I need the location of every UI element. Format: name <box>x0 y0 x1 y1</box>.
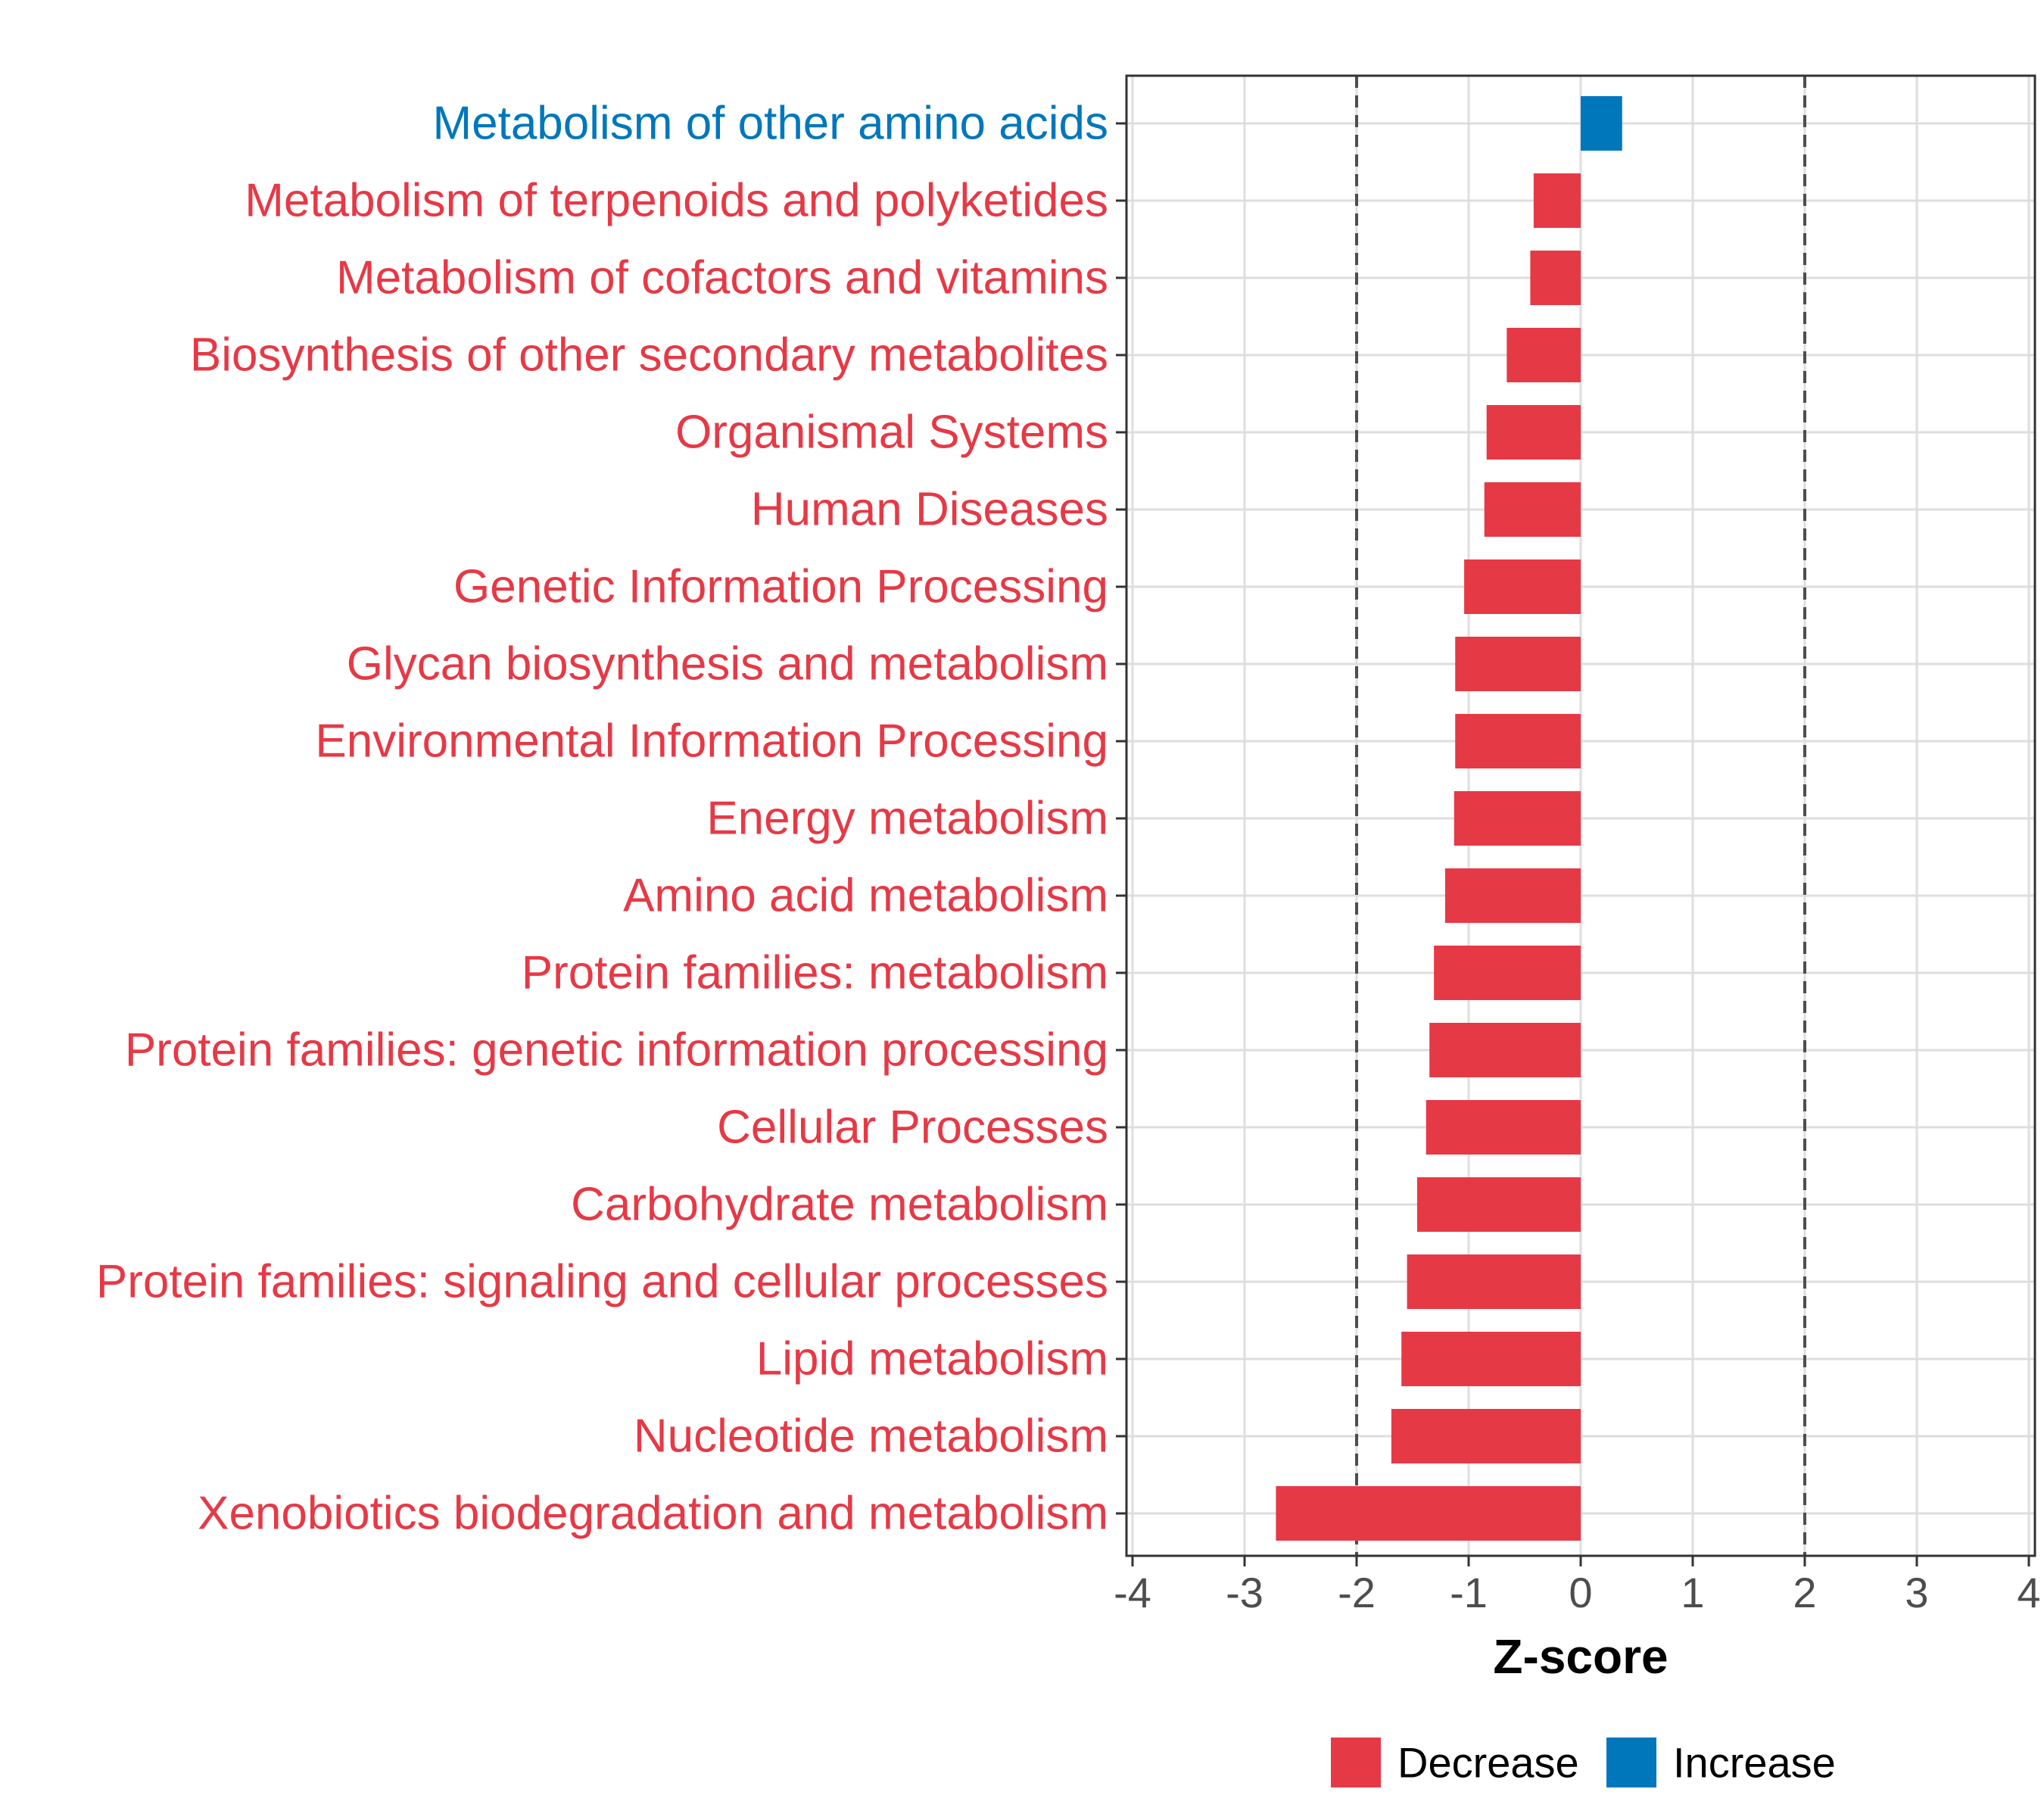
bar <box>1426 1100 1581 1155</box>
bar <box>1429 1023 1581 1077</box>
x-tick-label: -3 <box>1226 1569 1263 1616</box>
x-tick-label: 0 <box>1569 1569 1592 1616</box>
bar <box>1484 482 1581 537</box>
category-label: Environmental Information Processing <box>315 715 1108 768</box>
bar <box>1464 559 1581 614</box>
bar <box>1454 791 1581 846</box>
category-label: Organismal Systems <box>675 407 1108 459</box>
category-label: Genetic Information Processing <box>453 561 1108 613</box>
legend-label: Decrease <box>1397 1739 1579 1787</box>
category-label: Energy metabolism <box>706 793 1108 845</box>
bar <box>1486 405 1581 460</box>
x-tick-label: 1 <box>1681 1569 1704 1616</box>
category-label: Protein families: genetic information pr… <box>125 1024 1108 1077</box>
bar <box>1434 946 1581 1000</box>
bar <box>1455 637 1581 691</box>
x-axis-labels: -4 -3 -2 -1 0 1 2 3 4 <box>1114 1569 2040 1616</box>
bar <box>1533 173 1581 228</box>
y-axis-ticks <box>1116 122 1126 1515</box>
x-tick-label: -1 <box>1450 1569 1488 1616</box>
category-label: Human Diseases <box>751 484 1108 536</box>
category-label: Nucleotide metabolism <box>634 1410 1108 1463</box>
category-label: Metabolism of terpenoids and polyketides <box>245 175 1108 227</box>
category-label: Metabolism of cofactors and vitamins <box>336 252 1108 304</box>
threshold-lines <box>1355 76 1806 1556</box>
x-tick-label: 2 <box>1793 1569 1816 1616</box>
legend-swatch <box>1606 1738 1656 1787</box>
category-label: Biosynthesis of other secondary metaboli… <box>190 329 1108 382</box>
bar <box>1276 1486 1581 1541</box>
category-label: Amino acid metabolism <box>623 870 1108 922</box>
x-axis-ticks <box>1131 1556 2030 1566</box>
x-tick-label: 4 <box>2017 1569 2040 1616</box>
category-label: Protein families: metabolism <box>522 947 1108 999</box>
bar <box>1455 714 1581 768</box>
bar <box>1407 1254 1581 1309</box>
bar <box>1416 1177 1581 1232</box>
x-axis-title: Z-score <box>1493 1629 1668 1684</box>
category-label: Cellular Processes <box>717 1102 1108 1154</box>
bar <box>1581 96 1622 151</box>
legend: Decrease Increase <box>1331 1738 1836 1787</box>
category-label: Lipid metabolism <box>756 1333 1108 1385</box>
x-tick-label: -4 <box>1114 1569 1151 1616</box>
legend-swatch <box>1331 1738 1381 1787</box>
legend-label: Increase <box>1673 1739 1836 1787</box>
category-label: Metabolism of other amino acids <box>432 98 1108 150</box>
bars <box>1276 96 1622 1541</box>
y-axis-labels: Metabolism of other amino acids Metabolis… <box>96 98 1108 1540</box>
bar <box>1507 328 1581 382</box>
category-label: Carbohydrate metabolism <box>571 1179 1108 1231</box>
x-tick-label: 3 <box>1905 1569 1928 1616</box>
x-tick-label: -2 <box>1338 1569 1376 1616</box>
category-label: Glycan biosynthesis and metabolism <box>347 638 1108 690</box>
bar <box>1391 1409 1581 1463</box>
bar <box>1530 251 1581 305</box>
bar <box>1444 868 1581 923</box>
category-label: Protein families: signaling and cellular… <box>96 1256 1108 1308</box>
bar <box>1401 1332 1581 1386</box>
category-label: Xenobiotics biodegradation and metabolis… <box>198 1488 1108 1540</box>
